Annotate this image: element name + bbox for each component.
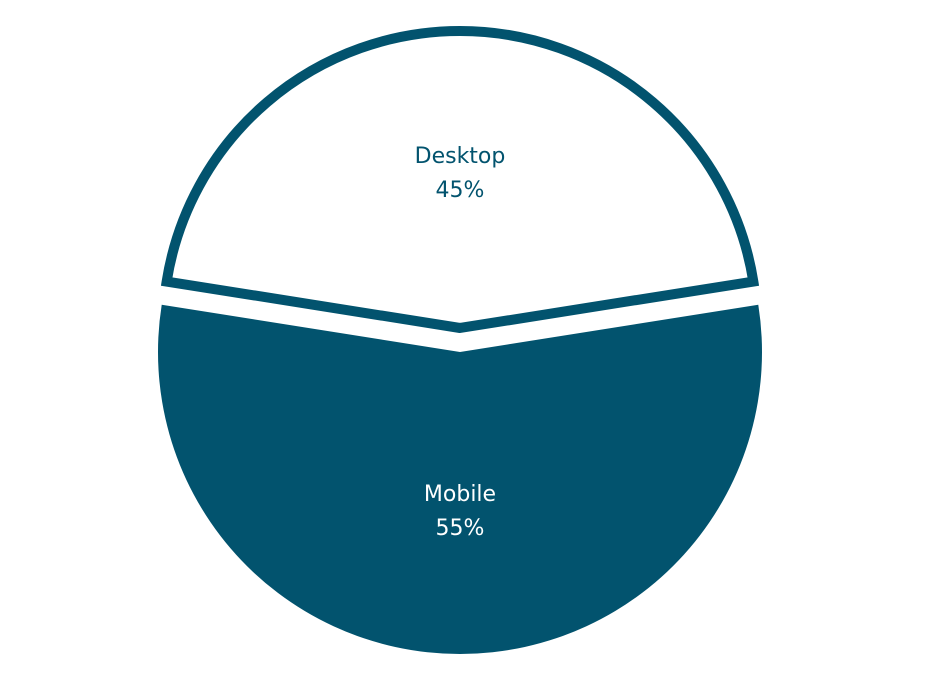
labels-layer: Mobile 55% Desktop 45% bbox=[415, 144, 506, 541]
slices-layer bbox=[157, 26, 762, 655]
slice-value-mobile: 55% bbox=[436, 516, 485, 541]
slice-label-mobile: Mobile bbox=[424, 482, 496, 507]
slice-value-desktop: 45% bbox=[436, 178, 485, 203]
pie-slice-mobile bbox=[157, 304, 762, 655]
pie-slice-desktop bbox=[160, 26, 760, 334]
slice-label-desktop: Desktop bbox=[415, 144, 506, 169]
